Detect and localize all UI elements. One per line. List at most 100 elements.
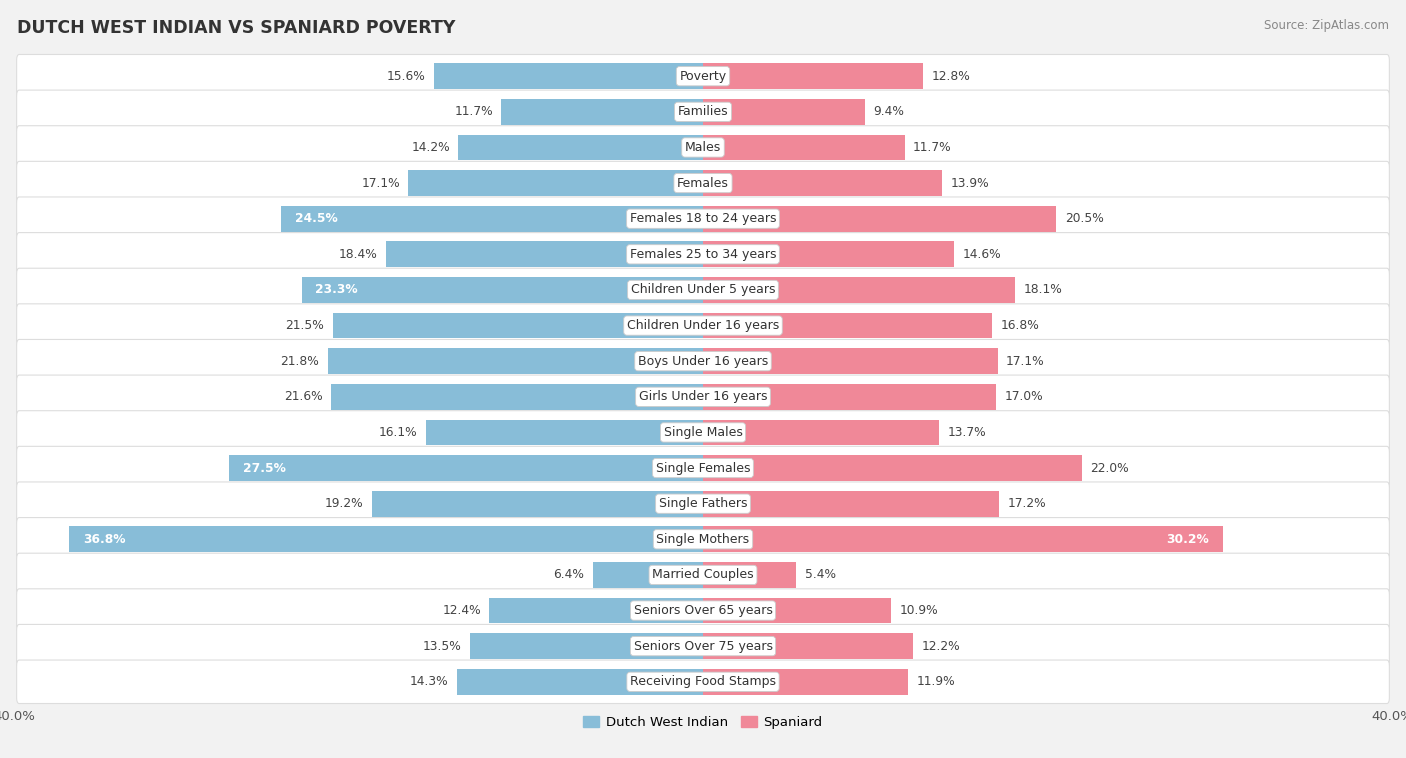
Bar — [458, 135, 703, 160]
Text: 17.2%: 17.2% — [1008, 497, 1046, 510]
Text: 17.1%: 17.1% — [1007, 355, 1045, 368]
Bar — [333, 313, 703, 338]
Text: 14.3%: 14.3% — [409, 675, 449, 688]
Bar — [703, 598, 891, 623]
Bar — [281, 206, 703, 231]
Text: 14.2%: 14.2% — [411, 141, 450, 154]
Text: 23.3%: 23.3% — [315, 283, 359, 296]
Text: Children Under 5 years: Children Under 5 years — [631, 283, 775, 296]
FancyBboxPatch shape — [17, 197, 1389, 240]
Text: Girls Under 16 years: Girls Under 16 years — [638, 390, 768, 403]
Text: 13.7%: 13.7% — [948, 426, 986, 439]
Bar — [703, 669, 908, 694]
Text: 16.1%: 16.1% — [378, 426, 418, 439]
Text: 21.8%: 21.8% — [280, 355, 319, 368]
Bar — [703, 527, 1223, 552]
Bar — [703, 99, 865, 124]
Bar — [229, 456, 703, 481]
FancyBboxPatch shape — [17, 126, 1389, 169]
Bar — [373, 491, 703, 516]
FancyBboxPatch shape — [17, 411, 1389, 454]
FancyBboxPatch shape — [17, 90, 1389, 133]
Bar — [703, 277, 1015, 302]
Text: 11.9%: 11.9% — [917, 675, 955, 688]
FancyBboxPatch shape — [17, 375, 1389, 418]
Bar — [387, 242, 703, 267]
Text: 27.5%: 27.5% — [243, 462, 285, 475]
Text: 13.5%: 13.5% — [423, 640, 461, 653]
Text: 24.5%: 24.5% — [295, 212, 337, 225]
Text: Families: Families — [678, 105, 728, 118]
Text: 11.7%: 11.7% — [454, 105, 494, 118]
Text: Females: Females — [678, 177, 728, 190]
Text: 12.8%: 12.8% — [932, 70, 970, 83]
FancyBboxPatch shape — [17, 482, 1389, 525]
FancyBboxPatch shape — [17, 268, 1389, 312]
FancyBboxPatch shape — [17, 660, 1389, 703]
Text: 5.4%: 5.4% — [804, 568, 835, 581]
Text: 6.4%: 6.4% — [554, 568, 583, 581]
Text: 30.2%: 30.2% — [1167, 533, 1209, 546]
Text: Boys Under 16 years: Boys Under 16 years — [638, 355, 768, 368]
Bar — [593, 562, 703, 587]
FancyBboxPatch shape — [17, 304, 1389, 347]
Bar — [703, 349, 997, 374]
Bar — [409, 171, 703, 196]
Bar — [502, 99, 703, 124]
Text: 17.0%: 17.0% — [1004, 390, 1043, 403]
Text: 10.9%: 10.9% — [900, 604, 938, 617]
Bar — [703, 456, 1083, 481]
FancyBboxPatch shape — [17, 553, 1389, 597]
Text: 13.9%: 13.9% — [950, 177, 990, 190]
Text: Source: ZipAtlas.com: Source: ZipAtlas.com — [1264, 19, 1389, 32]
Bar — [703, 384, 995, 409]
Text: 36.8%: 36.8% — [83, 533, 125, 546]
Bar — [703, 135, 904, 160]
Bar — [69, 527, 703, 552]
Bar — [457, 669, 703, 694]
Bar — [703, 64, 924, 89]
Text: Males: Males — [685, 141, 721, 154]
Text: 17.1%: 17.1% — [361, 177, 399, 190]
Text: 12.2%: 12.2% — [922, 640, 960, 653]
Text: 11.7%: 11.7% — [912, 141, 952, 154]
Bar — [703, 420, 939, 445]
Bar — [703, 313, 993, 338]
Text: Children Under 16 years: Children Under 16 years — [627, 319, 779, 332]
FancyBboxPatch shape — [17, 233, 1389, 276]
Text: Seniors Over 75 years: Seniors Over 75 years — [634, 640, 772, 653]
Text: 15.6%: 15.6% — [387, 70, 426, 83]
Bar — [703, 634, 912, 659]
Text: 22.0%: 22.0% — [1091, 462, 1129, 475]
Bar — [471, 634, 703, 659]
FancyBboxPatch shape — [17, 625, 1389, 668]
Text: 9.4%: 9.4% — [873, 105, 904, 118]
Bar — [703, 491, 1000, 516]
Legend: Dutch West Indian, Spaniard: Dutch West Indian, Spaniard — [578, 710, 828, 735]
Bar — [489, 598, 703, 623]
FancyBboxPatch shape — [17, 446, 1389, 490]
Text: Single Females: Single Females — [655, 462, 751, 475]
FancyBboxPatch shape — [17, 161, 1389, 205]
Bar — [703, 242, 955, 267]
FancyBboxPatch shape — [17, 340, 1389, 383]
Text: Single Mothers: Single Mothers — [657, 533, 749, 546]
Bar — [328, 349, 703, 374]
Bar — [302, 277, 703, 302]
Bar — [434, 64, 703, 89]
Text: Single Fathers: Single Fathers — [659, 497, 747, 510]
Text: 14.6%: 14.6% — [963, 248, 1001, 261]
Bar — [703, 171, 942, 196]
FancyBboxPatch shape — [17, 589, 1389, 632]
Text: Seniors Over 65 years: Seniors Over 65 years — [634, 604, 772, 617]
Text: DUTCH WEST INDIAN VS SPANIARD POVERTY: DUTCH WEST INDIAN VS SPANIARD POVERTY — [17, 19, 456, 37]
Text: 18.4%: 18.4% — [339, 248, 377, 261]
Text: 19.2%: 19.2% — [325, 497, 364, 510]
Text: 12.4%: 12.4% — [443, 604, 481, 617]
Text: Receiving Food Stamps: Receiving Food Stamps — [630, 675, 776, 688]
Text: 18.1%: 18.1% — [1024, 283, 1062, 296]
Text: Females 25 to 34 years: Females 25 to 34 years — [630, 248, 776, 261]
Bar — [703, 206, 1056, 231]
Text: Females 18 to 24 years: Females 18 to 24 years — [630, 212, 776, 225]
Bar — [426, 420, 703, 445]
